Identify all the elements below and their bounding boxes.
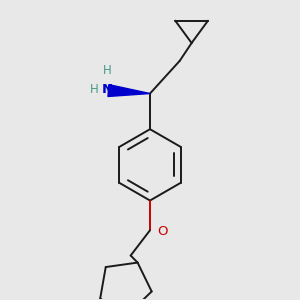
Text: O: O: [158, 225, 168, 238]
Text: N: N: [101, 83, 112, 97]
Text: H: H: [103, 64, 111, 77]
Text: H: H: [90, 83, 98, 97]
Polygon shape: [108, 85, 150, 97]
